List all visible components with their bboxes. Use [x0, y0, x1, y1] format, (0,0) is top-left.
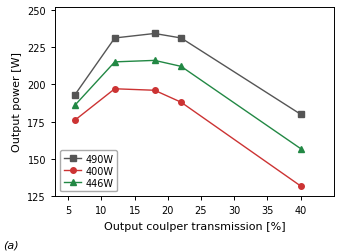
Line: 400W: 400W [72, 87, 303, 189]
490W [299, 113, 303, 116]
400W [299, 185, 303, 188]
400W [179, 101, 183, 104]
400W [152, 89, 157, 92]
446W [299, 147, 303, 150]
Text: (a): (a) [3, 239, 19, 249]
Line: 446W: 446W [72, 58, 303, 152]
X-axis label: Output coulper transmission [%]: Output coulper transmission [%] [104, 221, 285, 231]
446W [113, 61, 117, 64]
446W [179, 66, 183, 69]
490W [73, 94, 77, 97]
400W [73, 119, 77, 122]
400W [113, 88, 117, 91]
490W [179, 37, 183, 40]
446W [152, 60, 157, 63]
Y-axis label: Output power [W]: Output power [W] [12, 52, 22, 152]
490W [152, 33, 157, 36]
Line: 490W: 490W [72, 32, 303, 117]
490W [113, 37, 117, 40]
446W [73, 104, 77, 107]
Legend: 490W, 400W, 446W: 490W, 400W, 446W [60, 150, 117, 192]
